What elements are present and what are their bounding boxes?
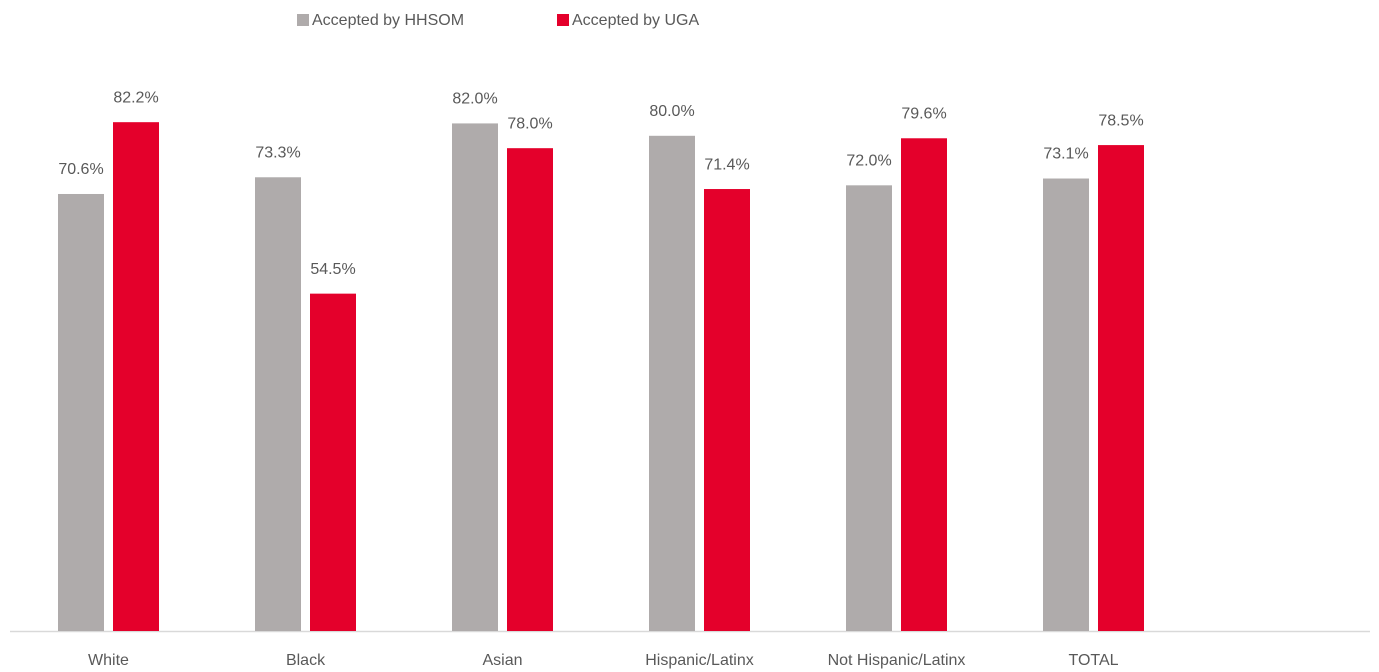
bar	[649, 135, 695, 632]
legend-swatch	[297, 14, 309, 26]
legend-swatch	[557, 14, 569, 26]
data-label: 71.4%	[704, 156, 749, 173]
bar	[1098, 145, 1144, 631]
x-tick-label: TOTAL	[1068, 652, 1118, 669]
data-label: 80.0%	[649, 103, 694, 120]
data-label: 54.5%	[310, 261, 355, 278]
bar	[1043, 178, 1089, 632]
data-label: 72.0%	[846, 153, 891, 170]
bar	[58, 193, 104, 631]
legend-label: Accepted by HHSOM	[312, 12, 464, 29]
bar	[704, 189, 750, 631]
x-tick-label: White	[88, 652, 129, 669]
data-label: 78.5%	[1098, 112, 1143, 129]
data-label: 79.6%	[901, 105, 946, 122]
data-label: 70.6%	[58, 161, 103, 178]
bar	[846, 185, 892, 631]
x-tick-label: Not Hispanic/Latinx	[828, 652, 966, 669]
bar	[255, 177, 301, 631]
bar	[113, 122, 159, 631]
bar	[310, 293, 356, 631]
legend-label: Accepted by UGA	[572, 12, 700, 29]
data-label: 73.1%	[1043, 146, 1088, 163]
x-tick-label: Black	[286, 652, 326, 669]
data-label: 82.0%	[452, 91, 497, 108]
x-tick-label: Hispanic/Latinx	[645, 652, 754, 669]
data-label: 78.0%	[507, 115, 552, 132]
data-label: 82.2%	[113, 89, 158, 106]
bar	[507, 148, 553, 631]
x-tick-label: Asian	[482, 652, 522, 669]
bar	[901, 138, 947, 631]
data-label: 73.3%	[255, 144, 300, 161]
bar	[452, 123, 498, 632]
